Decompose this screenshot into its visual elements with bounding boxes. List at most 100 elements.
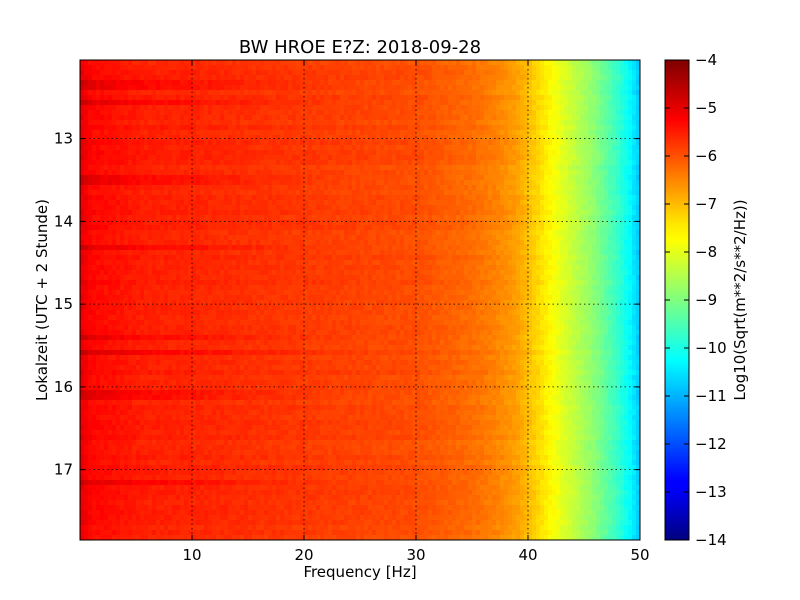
heatmap-cell-1030 (280, 95, 285, 101)
heatmap-cell-510 (440, 75, 445, 81)
heatmap-cell-826 (584, 85, 589, 91)
heatmap-cell-260 (560, 65, 565, 71)
heatmap-cell-4249 (276, 210, 281, 216)
heatmap-cell-498 (392, 75, 397, 81)
heatmap-cell-3782 (88, 195, 93, 201)
heatmap-cell-3848 (352, 195, 357, 201)
heatmap-cell-3073 (612, 165, 617, 171)
heatmap-cell-3230 (120, 175, 125, 181)
heatmap-cell-144 (96, 65, 101, 71)
heatmap-cell-1243 (572, 100, 577, 106)
heatmap-cell-3441 (404, 180, 409, 186)
heatmap-cell-1456 (304, 110, 309, 116)
heatmap-cell-1643 (492, 115, 497, 121)
heatmap-cell-2245 (100, 140, 105, 146)
heatmap-cell-3379 (156, 180, 161, 186)
heatmap-cell-4327 (588, 210, 593, 216)
heatmap-cell-3946 (184, 200, 189, 206)
heatmap-cell-1301 (244, 105, 249, 111)
heatmap-cell-4770 (120, 230, 125, 236)
heatmap-cell-3881 (484, 195, 489, 201)
heatmap-cell-1616 (384, 115, 389, 121)
heatmap-cell-4910 (120, 235, 125, 241)
heatmap-cell-319 (236, 70, 241, 76)
heatmap-cell-3077 (628, 165, 633, 171)
heatmap-cell-2600 (400, 150, 405, 156)
heatmap-cell-4490 (120, 220, 125, 226)
heatmap-cell-1066 (424, 95, 429, 101)
heatmap-cell-2790 (600, 155, 605, 161)
heatmap-cell-1022 (248, 95, 253, 101)
heatmap-cell-2591 (364, 150, 369, 156)
heatmap-cell-2906 (504, 160, 509, 166)
heatmap-cell-3830 (280, 195, 285, 201)
heatmap-cell-1729 (276, 120, 281, 126)
heatmap-cell-1363 (492, 105, 497, 111)
heatmap-cell-2993 (292, 165, 297, 171)
heatmap-cell-3588 (432, 185, 437, 191)
heatmap-cell-3105 (180, 170, 185, 176)
heatmap-cell-1314 (296, 105, 301, 111)
heatmap-cell-4148 (432, 205, 437, 211)
heatmap-cell-1539 (636, 110, 641, 116)
heatmap-cell-1443 (252, 110, 257, 116)
heatmap-cell-4156 (464, 205, 469, 211)
heatmap-cell-2595 (380, 150, 385, 156)
heatmap-cell-1901 (404, 125, 409, 131)
heatmap-cell-803 (492, 85, 497, 91)
heatmap-cell-454 (216, 75, 221, 81)
heatmap-cell-2344 (496, 140, 501, 146)
heatmap-cell-4646 (184, 225, 189, 231)
heatmap-cell-4160 (480, 205, 485, 211)
heatmap-cell-31 (204, 60, 209, 66)
heatmap-cell-4256 (304, 210, 309, 216)
heatmap-cell-4737 (548, 225, 553, 231)
heatmap-cell-1889 (356, 125, 361, 131)
heatmap-cell-1677 (628, 115, 633, 121)
heatmap-cell-3942 (168, 200, 173, 206)
heatmap-cell-2452 (368, 145, 373, 151)
heatmap-cell-3726 (424, 190, 429, 196)
heatmap-cell-2482 (488, 145, 493, 151)
heatmap-cell-1034 (296, 95, 301, 101)
heatmap-cell-2704 (256, 155, 261, 161)
heatmap-cell-555 (620, 75, 625, 81)
heatmap-cell-3917 (628, 195, 633, 201)
heatmap-cell-3209 (596, 170, 601, 176)
heatmap-cell-1797 (548, 120, 553, 126)
heatmap-cell-2676 (144, 155, 149, 161)
heatmap-cell-2242 (88, 140, 93, 146)
heatmap-cell-3665 (180, 190, 185, 196)
heatmap-cell-3315 (460, 175, 465, 181)
heatmap-cell-879 (236, 90, 241, 96)
heatmap-cell-2447 (348, 145, 353, 151)
heatmap-cell-2619 (476, 150, 481, 156)
heatmap-cell-1895 (380, 125, 385, 131)
heatmap-cell-2121 (164, 135, 169, 141)
heatmap-cell-212 (368, 65, 373, 71)
heatmap-cell-3502 (88, 185, 93, 191)
heatmap-cell-1861 (244, 125, 249, 131)
heatmap-cell-3841 (324, 195, 329, 201)
heatmap-cell-3450 (440, 180, 445, 186)
heatmap-cell-1228 (512, 100, 517, 106)
heatmap-cell-2705 (260, 155, 265, 161)
heatmap-cell-4893 (612, 230, 617, 236)
heatmap-cell-1078 (472, 95, 477, 101)
heatmap-cell-2079 (556, 130, 561, 136)
heatmap-cell-1441 (244, 110, 249, 116)
heatmap-cell-1858 (232, 125, 237, 131)
heatmap-cell-211 (364, 65, 369, 71)
heatmap-cell-1814 (616, 120, 621, 126)
heatmap-cell-3344 (576, 175, 581, 181)
heatmap-cell-4993 (452, 235, 457, 241)
heatmap-cell-1982 (168, 130, 173, 136)
heatmap-cell-749 (276, 85, 281, 91)
heatmap-cell-2464 (416, 145, 421, 151)
heatmap-cell-2118 (152, 135, 157, 141)
heatmap-cell-788 (432, 85, 437, 91)
heatmap-cell-72 (368, 60, 373, 66)
heatmap-cell-1045 (340, 95, 345, 101)
heatmap-cell-467 (268, 75, 273, 81)
heatmap-cell-4756 (624, 225, 629, 231)
